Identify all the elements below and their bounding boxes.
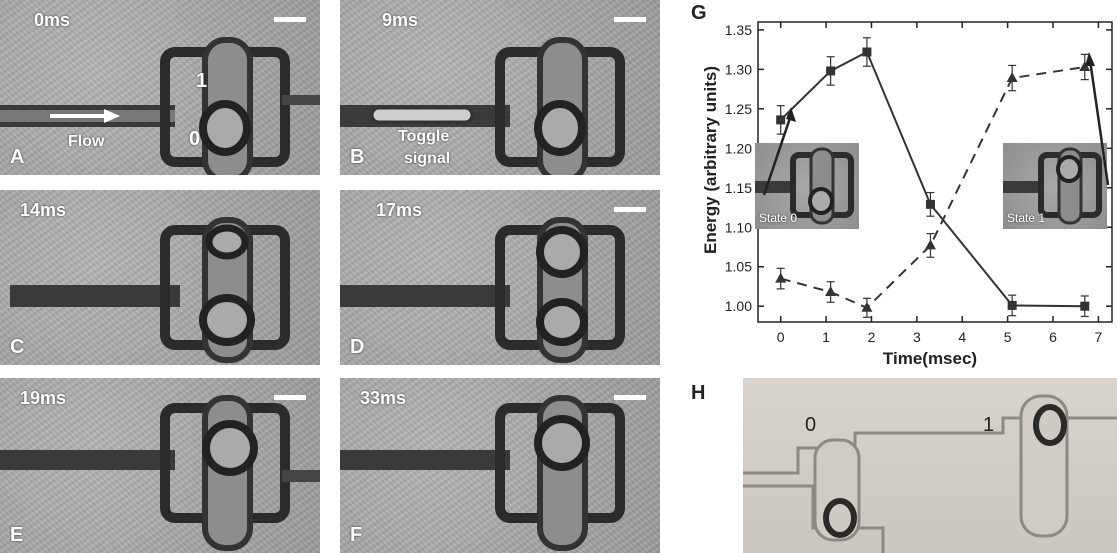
panel-letter: D — [350, 336, 365, 358]
panel-letter: A — [10, 146, 25, 168]
x-tick-label: 0 — [777, 329, 785, 345]
data-point-square — [776, 115, 786, 125]
x-tick-label: 3 — [913, 329, 921, 345]
scale-bar — [614, 395, 646, 400]
y-axis-label: Energy (arbitrary units) — [701, 66, 720, 254]
time-label: 19ms — [20, 388, 67, 408]
data-point-square — [826, 66, 836, 76]
x-tick-label: 7 — [1094, 329, 1102, 345]
toggle-label-line2: signal — [404, 150, 451, 167]
device-image-f — [340, 395, 625, 551]
y-tick-label: 1.15 — [725, 180, 752, 196]
panel-e: 19ms E — [0, 378, 320, 553]
h-label-one: 1 — [983, 414, 995, 436]
data-point-square — [1080, 301, 1090, 311]
panel-letter-g: G — [691, 2, 707, 24]
device-photo-h — [743, 394, 1117, 553]
state-one-label: 1 — [196, 70, 208, 92]
panel-c: 14ms C — [0, 190, 320, 365]
panel-letter: C — [10, 336, 25, 358]
data-point-triangle — [1079, 61, 1091, 71]
scale-bar — [614, 207, 646, 212]
inset-caption: State 0 — [759, 211, 798, 225]
y-tick-label: 1.20 — [725, 140, 752, 156]
panel-f: 33ms F — [340, 378, 660, 553]
panel-letter-h: H — [691, 382, 706, 404]
toggle-label-line1: Toggle — [398, 128, 450, 145]
scale-bar — [614, 17, 646, 22]
time-label: 17ms — [376, 200, 423, 220]
panel-a: 0ms 1 0 Flow A — [0, 0, 320, 175]
device-image-b — [340, 37, 625, 175]
y-tick-label: 1.25 — [725, 101, 752, 117]
time-label: 9ms — [382, 10, 419, 30]
data-point-triangle — [775, 272, 787, 283]
device-image-a — [0, 37, 320, 175]
y-tick-label: 1.35 — [725, 22, 752, 38]
panel-h-photo: 0 1 — [743, 378, 1117, 553]
inset-caption: State 1 — [1007, 211, 1046, 225]
panel-b: 9ms Toggle signal B — [340, 0, 660, 175]
panel-d: 17ms D — [340, 190, 660, 365]
energy-chart: 1.00 1.05 1.10 1.15 1.20 1.25 1.30 1.35 0 1 2 3 4 5 6 7… — [701, 21, 1113, 368]
inset-state-0: State 0 — [755, 143, 859, 229]
series-2-line — [780, 66, 1085, 309]
time-label: 0ms — [34, 10, 71, 30]
x-tick-label: 5 — [1004, 329, 1012, 345]
data-point-triangle — [924, 239, 936, 250]
scale-bar — [274, 17, 306, 22]
x-tick-label: 1 — [822, 329, 830, 345]
time-label: 14ms — [20, 200, 67, 220]
data-point-triangle — [825, 286, 837, 296]
inset-state-1: State 1 — [1003, 143, 1107, 229]
chart-axes: 1.00 1.05 1.10 1.15 1.20 1.25 1.30 1.35 0 1 2 3 4 5 6 7 — [725, 21, 1113, 345]
data-point-square — [925, 199, 935, 209]
x-tick-label: 4 — [958, 329, 966, 345]
time-label: 33ms — [360, 388, 407, 408]
inset-device-image — [1003, 147, 1102, 225]
data-point-triangle — [1006, 72, 1018, 83]
x-tick-label: 2 — [868, 329, 876, 345]
y-tick-label: 1.30 — [725, 61, 752, 77]
y-tick-label: 1.10 — [725, 219, 752, 235]
device-image-d — [340, 217, 625, 363]
data-point-square — [862, 47, 872, 57]
data-point-square — [1007, 300, 1017, 310]
y-tick-label: 1.05 — [725, 259, 752, 275]
state-zero-label: 0 — [189, 128, 201, 150]
y-tick-label: 1.00 — [725, 298, 752, 314]
h-label-zero: 0 — [805, 414, 817, 436]
device-image-c — [10, 217, 290, 363]
panel-letter: B — [350, 146, 365, 168]
x-axis-label: Time(msec) — [883, 349, 977, 368]
device-image-e — [0, 395, 320, 551]
scale-bar — [274, 395, 306, 400]
panel-letter: F — [350, 524, 363, 546]
x-tick-label: 6 — [1049, 329, 1057, 345]
data-point-triangle — [861, 301, 873, 312]
series-1-line — [779, 50, 1085, 308]
panel-letter: E — [10, 524, 24, 546]
flow-arrow-icon — [50, 109, 120, 123]
flow-label: Flow — [68, 133, 105, 150]
